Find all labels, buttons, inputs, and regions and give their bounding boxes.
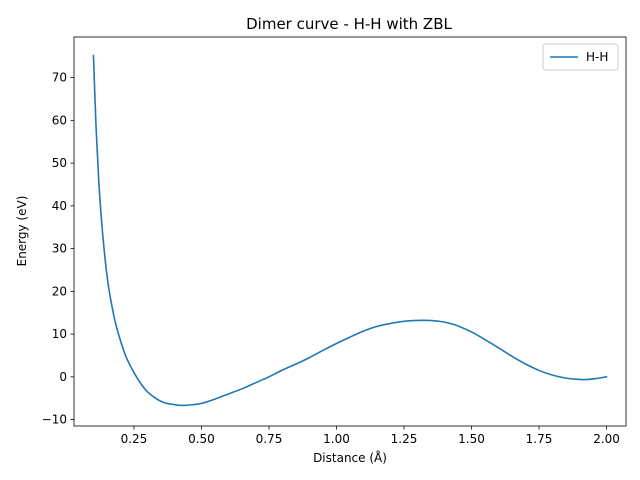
plot-frame	[73, 36, 627, 427]
y-axis: −10 0 10 20 30 40 50 60 70	[42, 71, 74, 427]
y-tick-label-5: 40	[52, 199, 67, 213]
x-tick-label-0: 0.25	[121, 432, 148, 446]
y-tick-label-6: 50	[52, 156, 67, 170]
y-axis-label: Energy (eV)	[15, 196, 29, 267]
x-axis-label: Distance (Å)	[313, 450, 387, 465]
x-tick-label-7: 2.00	[593, 432, 620, 446]
y-tick-label-0: −10	[42, 413, 67, 427]
x-tick-label-5: 1.50	[458, 432, 485, 446]
x-tick-label-2: 0.75	[256, 432, 283, 446]
series-layer	[92, 54, 608, 407]
y-tick-label-2: 10	[52, 327, 67, 341]
x-tick-label-1: 0.50	[188, 432, 215, 446]
x-axis: 0.25 0.50 0.75 1.00 1.25 1.50 1.75 2.00	[121, 426, 620, 446]
x-tick-label-4: 1.25	[391, 432, 418, 446]
x-tick-label-3: 1.00	[323, 432, 350, 446]
y-tick-label-1: 0	[59, 370, 67, 384]
chart-title: Dimer curve - H-H with ZBL	[246, 15, 452, 33]
legend-box	[542, 43, 619, 71]
y-tick-label-3: 20	[52, 284, 67, 298]
legend-label-h-h: H-H	[586, 50, 608, 64]
series-line-0	[92, 54, 608, 407]
y-tick-label-4: 30	[52, 242, 67, 256]
legend: H-H	[542, 43, 619, 71]
y-tick-label-7: 60	[52, 113, 67, 127]
x-tick-label-6: 1.75	[526, 432, 553, 446]
y-tick-label-8: 70	[52, 71, 67, 85]
